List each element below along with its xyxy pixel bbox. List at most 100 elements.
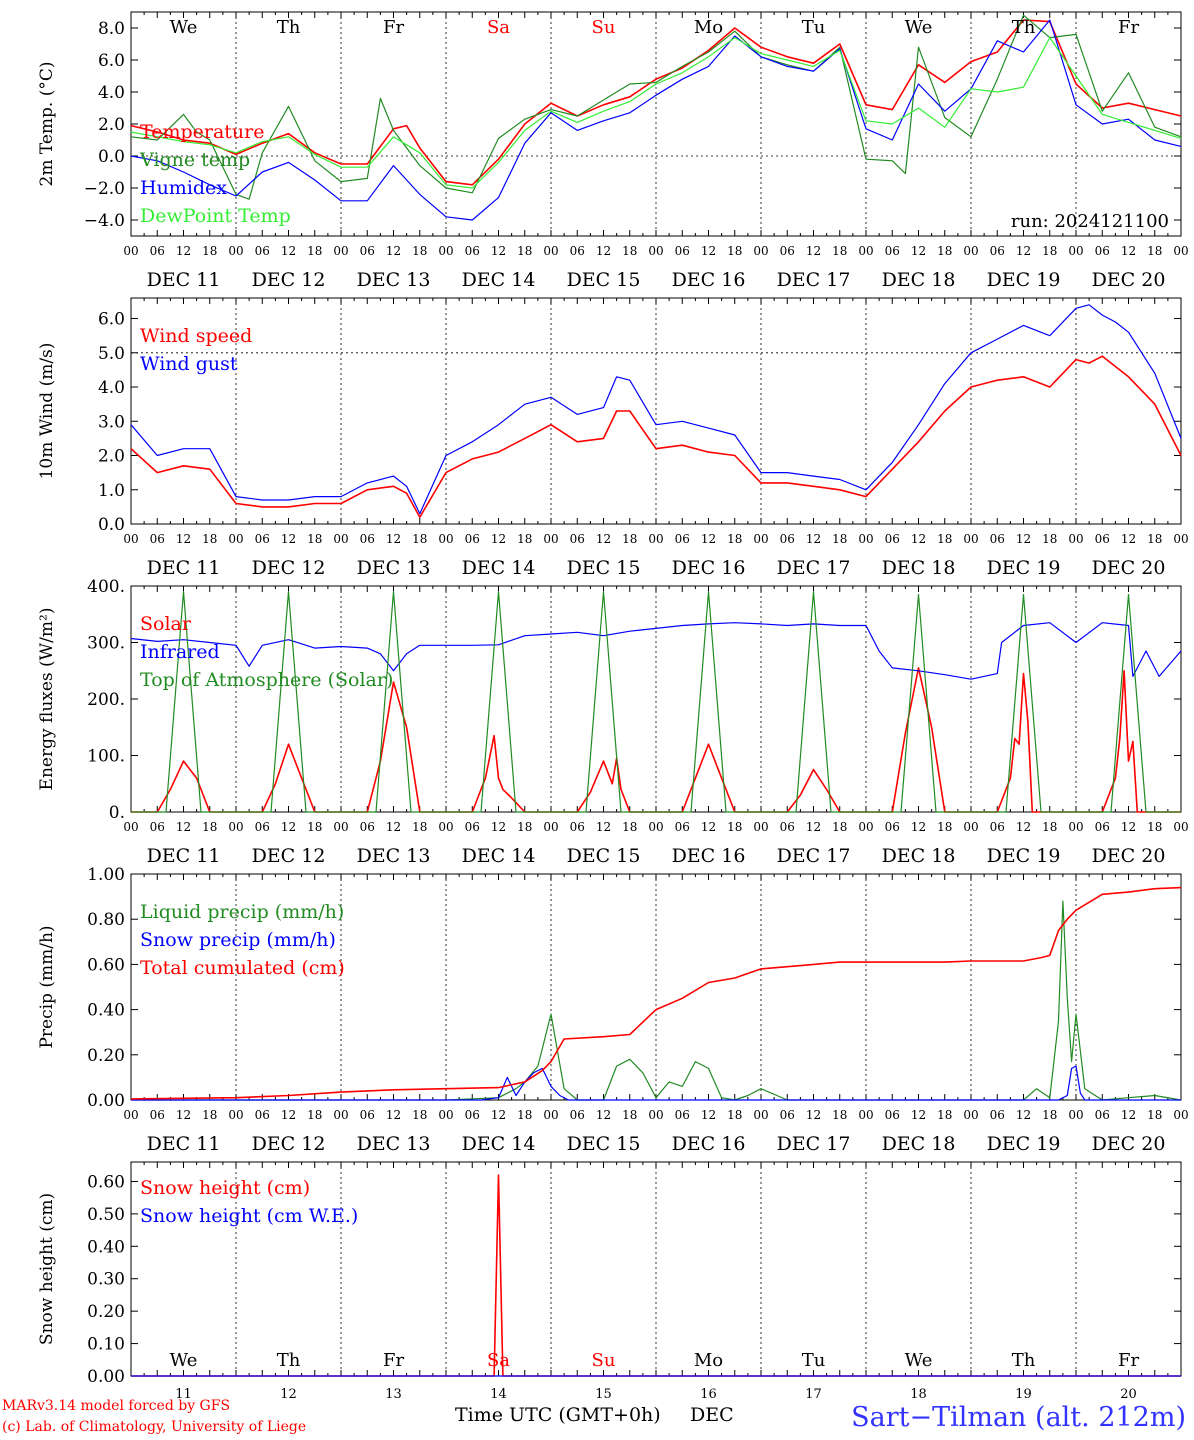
day-label: DEC 11: [147, 1133, 221, 1155]
hour-tick-label: 12: [911, 532, 926, 546]
x-axis-month: DEC: [690, 1404, 734, 1426]
day-label: DEC 14: [462, 557, 536, 579]
y-tick-label: 3.0: [98, 412, 125, 432]
hour-tick-label: 06: [675, 1108, 690, 1122]
hour-tick-label: 18: [622, 1108, 637, 1122]
hour-tick-label: 12: [176, 1108, 191, 1122]
hour-tick-label: 00: [648, 820, 663, 834]
y-tick-label: 6.0: [98, 51, 125, 71]
hour-tick-label: 00: [963, 244, 978, 258]
hour-tick-label: 18: [517, 532, 532, 546]
day-label: DEC 20: [1092, 557, 1166, 579]
weekday-label: Sa: [487, 17, 510, 38]
chart-panel-3: 0. 100. 200. 300. 400. Energy fluxes (W/m²) So…: [37, 577, 1189, 867]
series-line-1: [130, 355, 1182, 519]
weekday-label: Fr: [1118, 1350, 1139, 1371]
hour-tick-label: 18: [307, 1108, 322, 1122]
hour-tick-label: 18: [1042, 532, 1057, 546]
hour-tick-label: 06: [990, 1108, 1005, 1122]
weekday-label: Sa: [487, 1350, 510, 1371]
hour-tick-label: 12: [701, 532, 716, 546]
hour-tick-label: 00: [963, 820, 978, 834]
hour-tick-label: 06: [465, 1108, 480, 1122]
hour-tick-label: 06: [885, 1108, 900, 1122]
legend-entry: Total cumulated (cm): [140, 957, 345, 979]
series-line-3: [130, 886, 1182, 1100]
y-tick-label: 100.: [87, 747, 125, 767]
hour-tick-label: 06: [780, 532, 795, 546]
series-line-1: [130, 19, 1182, 186]
y-tick-label: −2.0: [84, 179, 125, 199]
hour-tick-label: 06: [570, 820, 585, 834]
y-tick-label: 0.00: [87, 1091, 125, 1111]
y-tick-label: 0.10: [87, 1335, 125, 1355]
hour-tick-label: 06: [1095, 1108, 1110, 1122]
hour-tick-label: 12: [386, 244, 401, 258]
day-label: DEC 18: [882, 1133, 956, 1155]
y-tick-label: 0.30: [87, 1270, 125, 1290]
day-label: DEC 14: [462, 269, 536, 291]
day-label: DEC 17: [777, 269, 851, 291]
hour-tick-label: 18: [832, 532, 847, 546]
hour-tick-label: 12: [176, 820, 191, 834]
legend-entry: Wind speed: [140, 325, 252, 347]
hour-tick-label: 18: [727, 1108, 742, 1122]
hour-tick-label: 12: [806, 1108, 821, 1122]
hour-tick-label: 18: [517, 244, 532, 258]
hour-tick-label: 18: [1147, 820, 1162, 834]
day-label: DEC 15: [567, 557, 641, 579]
hour-tick-label: 06: [1095, 820, 1110, 834]
day-label: DEC 16: [672, 1133, 746, 1155]
y-tick-label: 0.40: [87, 1237, 125, 1257]
hour-tick-label: 18: [307, 244, 322, 258]
day-number-label: 16: [700, 1387, 717, 1402]
hour-tick-label: 00: [123, 820, 138, 834]
hour-tick-label: 18: [517, 1108, 532, 1122]
hour-tick-label: 12: [911, 244, 926, 258]
day-label: DEC 17: [777, 1133, 851, 1155]
hour-tick-label: 12: [596, 244, 611, 258]
day-number-label: 15: [595, 1387, 612, 1402]
hour-tick-label: 12: [176, 532, 191, 546]
day-label: DEC 14: [462, 1133, 536, 1155]
hour-tick-label: 00: [228, 1108, 243, 1122]
day-label: DEC 17: [777, 845, 851, 867]
hour-tick-label: 06: [780, 1108, 795, 1122]
hour-tick-label: 00: [1068, 532, 1083, 546]
y-tick-label: 2.0: [98, 447, 125, 467]
y-tick-label: 200.: [87, 690, 125, 710]
hour-tick-label: 00: [333, 244, 348, 258]
hour-tick-label: 12: [386, 532, 401, 546]
hour-tick-label: 18: [307, 532, 322, 546]
legend-entry: DewPoint Temp: [140, 205, 291, 227]
hour-tick-label: 00: [228, 820, 243, 834]
hour-tick-label: 18: [1042, 244, 1057, 258]
hour-tick-label: 18: [202, 532, 217, 546]
hour-tick-label: 12: [701, 820, 716, 834]
y-tick-label: 0.50: [87, 1205, 125, 1225]
hour-tick-label: 06: [675, 532, 690, 546]
hour-tick-label: 00: [123, 532, 138, 546]
hour-tick-label: 18: [727, 820, 742, 834]
hour-tick-label: 12: [701, 1108, 716, 1122]
weekday-label: Th: [1012, 1350, 1036, 1371]
hour-tick-label: 18: [202, 244, 217, 258]
chart-panel-4: 0.00 0.20 0.40 0.60 0.80 1.00 Precip (mm/h) Liq…: [37, 865, 1189, 1155]
weekday-label: Th: [1012, 17, 1036, 38]
hour-tick-label: 12: [911, 820, 926, 834]
hour-tick-label: 18: [832, 1108, 847, 1122]
hour-tick-label: 12: [1121, 244, 1136, 258]
day-label: DEC 11: [147, 269, 221, 291]
day-number-label: 18: [910, 1387, 927, 1402]
chart-panel-1: −4.0 −2.0 0.0 2.0 4.0 6.0 8.0 2m Temp. (°C) Temp…: [37, 11, 1189, 291]
hour-tick-label: 18: [937, 532, 952, 546]
hour-tick-label: 12: [596, 820, 611, 834]
hour-tick-label: 00: [1173, 244, 1188, 258]
legend-entry: Wind gust: [140, 353, 238, 375]
y-tick-label: −4.0: [84, 211, 125, 231]
series-line-3: [131, 590, 1181, 813]
hour-tick-label: 12: [806, 532, 821, 546]
hour-tick-label: 18: [937, 244, 952, 258]
hour-tick-label: 12: [281, 244, 296, 258]
day-label: DEC 20: [1092, 269, 1166, 291]
